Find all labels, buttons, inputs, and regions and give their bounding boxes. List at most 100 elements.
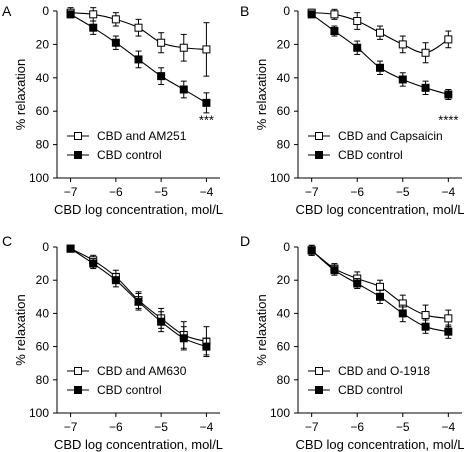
data-point (330, 27, 339, 36)
legend-entry: CBD and Capsaicin (338, 129, 443, 143)
y-tick-label: 60 (277, 340, 291, 354)
data-point (66, 10, 75, 19)
x-tick-label: −7 (305, 185, 319, 199)
x-tick-label: −5 (154, 420, 168, 434)
data-point (398, 75, 407, 84)
data-point (421, 83, 430, 92)
legend-marker (315, 386, 323, 394)
legend-entry: CBD and O-1918 (338, 364, 430, 378)
series-1 (307, 8, 453, 64)
series-2 (66, 10, 211, 114)
x-tick-label: −5 (154, 185, 168, 199)
x-tick-label: −6 (350, 420, 364, 434)
y-tick-label: 40 (277, 71, 291, 85)
data-point (111, 15, 120, 24)
x-axis-label: CBD log concentration, mol/L (295, 437, 464, 452)
legend-entry: CBD and AM630 (97, 364, 187, 378)
y-tick-label: 100 (270, 171, 290, 185)
panel-d: D 0 20 40 60 80 100 −7 −6 −5 −4 % relaxation CBD log… (240, 233, 465, 452)
y-tick-label: 80 (36, 138, 50, 152)
x-tick-label: −6 (350, 185, 364, 199)
y-tick-label: 0 (283, 4, 290, 18)
x-tick-label: −5 (396, 420, 410, 434)
y-tick-label: 100 (29, 406, 49, 420)
data-point (330, 10, 339, 19)
x-tick-label: −4 (441, 420, 455, 434)
data-point (421, 48, 430, 57)
x-tick-label: −4 (200, 420, 214, 434)
legend-marker (315, 367, 323, 375)
panel-letter: D (240, 233, 250, 249)
y-tick-label: 60 (36, 104, 50, 118)
data-point (157, 317, 166, 326)
x-tick-label: −6 (109, 185, 123, 199)
y-tick-label: 40 (36, 306, 50, 320)
data-point (134, 55, 143, 64)
data-point (111, 38, 120, 47)
data-point (444, 35, 453, 44)
data-point (89, 259, 98, 268)
x-tick-label: −7 (305, 420, 319, 434)
data-point (376, 282, 384, 291)
x-axis-label: CBD log concentration, mol/L (54, 437, 223, 452)
legend-entry: CBD control (338, 148, 403, 162)
data-point (421, 322, 430, 331)
legend-marker (74, 151, 82, 159)
data-point (444, 314, 453, 323)
data-point (307, 246, 316, 255)
data-point (444, 327, 453, 336)
panel-letter: C (2, 233, 12, 249)
panel-c: C 0 20 40 60 80 100 −7 −6 −5 −4 % relaxation CBD log… (2, 233, 223, 452)
legend-entry: CBD and AM251 (97, 129, 187, 143)
data-point (421, 311, 430, 320)
legend-marker (315, 151, 323, 159)
legend-marker (74, 386, 82, 394)
legend-marker (315, 132, 323, 140)
y-tick-label: 20 (277, 273, 291, 287)
legend-entry: CBD control (338, 383, 403, 397)
data-point (353, 279, 362, 288)
panel-b: B 0 20 40 60 80 100 −7 −6 −5 −4 % relaxation CBD log… (240, 3, 465, 217)
series-2 (307, 10, 453, 101)
x-tick-label: −7 (64, 420, 78, 434)
data-point (376, 28, 384, 37)
data-point (89, 10, 98, 19)
data-point (157, 72, 166, 81)
x-tick-label: −4 (441, 185, 455, 199)
y-tick-label: 40 (277, 306, 291, 320)
x-tick-label: −6 (109, 420, 123, 434)
y-tick-label: 80 (277, 373, 291, 387)
data-point (307, 10, 316, 19)
data-point (202, 98, 211, 107)
y-tick-label: 0 (42, 4, 49, 18)
y-axis-label: % relaxation (13, 59, 28, 131)
y-tick-label: 20 (36, 37, 50, 51)
significance-annotation: *** (199, 113, 214, 128)
series-2 (307, 244, 453, 339)
y-tick-label: 0 (283, 240, 290, 254)
y-axis-label: % relaxation (13, 294, 28, 366)
x-axis-label: CBD log concentration, mol/L (54, 202, 223, 217)
data-point (134, 23, 143, 32)
y-tick-label: 80 (277, 138, 291, 152)
series-2 (66, 244, 211, 356)
y-tick-label: 20 (36, 273, 50, 287)
data-point (376, 292, 384, 301)
data-point (398, 40, 407, 49)
data-point (398, 309, 407, 318)
data-point (444, 90, 453, 99)
data-point (202, 342, 211, 351)
y-tick-label: 80 (36, 373, 50, 387)
legend-entry: CBD control (97, 383, 162, 397)
y-tick-label: 60 (277, 104, 291, 118)
y-tick-label: 100 (29, 171, 49, 185)
data-point (353, 43, 362, 52)
y-tick-label: 100 (270, 406, 290, 420)
y-tick-label: 20 (277, 37, 291, 51)
panel-letter: A (2, 3, 12, 19)
data-point (353, 17, 362, 26)
y-tick-label: 0 (42, 240, 49, 254)
data-point (157, 38, 166, 47)
y-axis-label: % relaxation (254, 59, 269, 131)
x-axis-label: CBD log concentration, mol/L (295, 202, 464, 217)
